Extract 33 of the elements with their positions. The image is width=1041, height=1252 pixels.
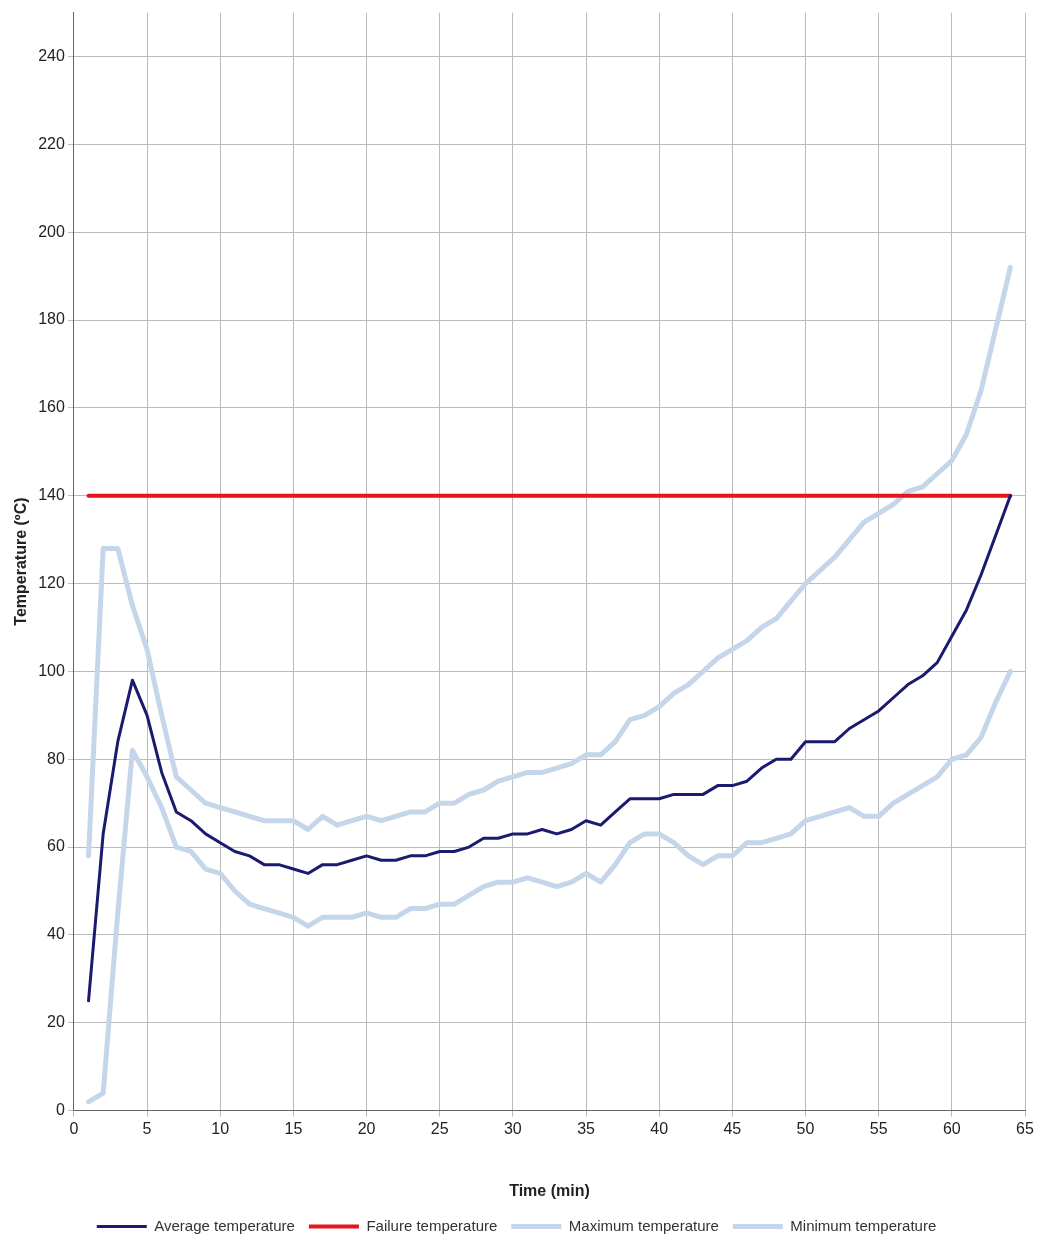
legend-label: Average temperature (154, 1216, 295, 1234)
x-axis-title: Time (min) (509, 1181, 590, 1199)
x-tick-label: 60 (942, 1119, 961, 1137)
x-tick-label: 10 (211, 1119, 230, 1137)
x-tick-label: 55 (869, 1119, 888, 1137)
x-tick-label: 35 (577, 1119, 596, 1137)
y-tick-label: 220 (38, 134, 65, 152)
y-tick-label: 180 (38, 310, 65, 328)
legend-label: Failure temperature (366, 1216, 498, 1234)
x-tick-label: 0 (69, 1119, 79, 1137)
x-tick-label: 40 (650, 1119, 669, 1137)
legend-label: Maximum temperature (568, 1216, 719, 1234)
x-tick-label: 5 (142, 1119, 152, 1137)
x-tick-label: 20 (357, 1119, 376, 1137)
y-tick-label: 60 (47, 837, 65, 855)
y-tick-label: 40 (47, 925, 65, 943)
y-tick-label: 100 (38, 661, 65, 679)
y-tick-label: 80 (47, 749, 65, 767)
x-tick-label: 15 (284, 1119, 303, 1137)
x-tick-label: 50 (796, 1119, 815, 1137)
y-axis-title: Temperature (ºC) (12, 497, 30, 626)
x-tick-label: 45 (723, 1119, 742, 1137)
y-tick-label: 0 (55, 1101, 65, 1119)
y-tick-label: 120 (38, 573, 65, 591)
x-tick-label: 65 (1016, 1119, 1034, 1137)
y-tick-label: 200 (38, 222, 65, 240)
x-tick-label: 25 (430, 1119, 449, 1137)
y-tick-label: 140 (38, 486, 65, 504)
y-tick-label: 160 (38, 398, 65, 416)
x-tick-label: 30 (503, 1119, 522, 1137)
legend-label: Minimum temperature (790, 1216, 937, 1234)
y-tick-label: 20 (47, 1013, 65, 1031)
y-tick-label: 240 (38, 46, 65, 64)
